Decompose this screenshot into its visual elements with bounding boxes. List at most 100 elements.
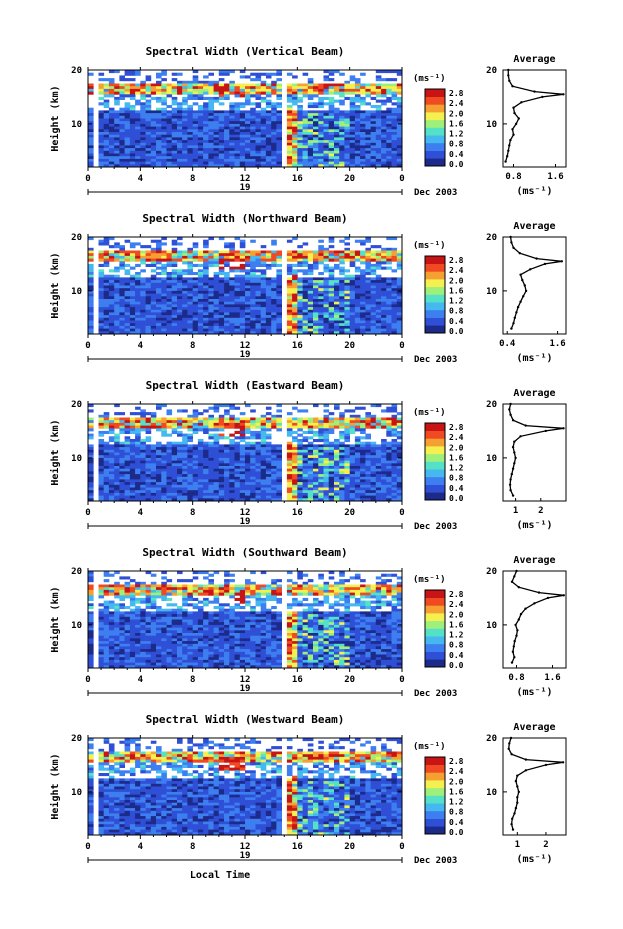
heatmap-cell <box>386 261 392 265</box>
heatmap-cell <box>354 323 361 327</box>
heatmap-cell <box>166 296 173 300</box>
heatmap-cell <box>229 317 235 321</box>
heatmap-cell <box>328 129 335 133</box>
heatmap-cell <box>360 269 366 273</box>
heatmap-cell <box>156 444 162 448</box>
heatmap-cell <box>265 148 272 152</box>
heatmap-cell <box>140 156 146 160</box>
heatmap-cell <box>224 126 230 130</box>
heatmap-cell <box>197 121 204 125</box>
heatmap-cell <box>245 288 251 292</box>
heatmap-cell <box>239 75 246 79</box>
heatmap-cell <box>166 250 173 254</box>
heatmap-cell <box>239 266 246 270</box>
heatmap-cell <box>182 118 188 122</box>
heatmap-cell <box>271 86 277 90</box>
heatmap-cell <box>302 420 309 424</box>
heatmap-cell <box>108 158 115 162</box>
heatmap-cell <box>375 317 382 321</box>
heatmap-cell <box>349 258 356 262</box>
heatmap-cell <box>234 102 241 106</box>
heatmap-cell <box>370 96 377 100</box>
heatmap-cell <box>307 460 314 464</box>
heatmap-cell <box>187 164 193 168</box>
heatmap-cell <box>114 118 120 122</box>
heatmap-cell <box>192 137 199 141</box>
heatmap-cell <box>307 299 314 303</box>
heatmap-cell <box>276 285 282 289</box>
heatmap-cell <box>156 266 162 270</box>
heatmap-cell <box>166 253 173 257</box>
heatmap-cell <box>171 253 178 257</box>
heatmap-cell <box>349 142 356 146</box>
heatmap-cell <box>88 164 94 168</box>
heatmap-cell <box>103 148 110 152</box>
heatmap-cell <box>307 449 314 453</box>
heatmap-cell <box>187 255 193 259</box>
heatmap-cell <box>197 463 204 467</box>
heatmap-cell <box>334 110 340 114</box>
heatmap-cell <box>334 323 340 327</box>
heatmap-cell <box>203 457 209 461</box>
heatmap-cell <box>292 301 298 305</box>
heatmap-cell <box>391 153 398 157</box>
heatmap-cell <box>108 134 115 138</box>
heatmap-cell <box>365 164 371 168</box>
heatmap-cell <box>218 158 225 162</box>
heatmap-cell <box>140 444 146 448</box>
heatmap-cell <box>245 312 251 316</box>
heatmap-cell <box>323 156 330 160</box>
heatmap-cell <box>192 142 199 146</box>
heatmap-cell <box>271 118 277 122</box>
heatmap-cell <box>375 123 382 127</box>
heatmap-cell <box>103 441 110 445</box>
heatmap-cell <box>323 113 330 117</box>
heatmap-cell <box>135 441 141 445</box>
heatmap-cell <box>145 468 152 472</box>
heatmap-cell <box>156 487 162 491</box>
heatmap-cell <box>370 277 377 281</box>
heatmap-cell <box>203 107 209 111</box>
heatmap-cell <box>208 153 214 157</box>
heatmap-cell <box>318 255 324 259</box>
heatmap-cell <box>339 158 345 162</box>
heatmap-cell <box>255 263 262 267</box>
heatmap-cell <box>239 492 246 496</box>
heatmap-cell <box>286 495 293 499</box>
heatmap-cell <box>334 148 340 152</box>
heatmap-cell <box>271 123 277 127</box>
heatmap-cell <box>182 482 188 486</box>
heatmap-cell <box>302 449 309 453</box>
heatmap-cell <box>156 261 162 265</box>
heatmap-cell <box>292 121 298 125</box>
heatmap-cell <box>197 492 204 496</box>
heatmap-cell <box>375 99 382 103</box>
heatmap-cell <box>135 444 141 448</box>
heatmap-cell <box>103 447 110 451</box>
heatmap-cell <box>140 137 146 141</box>
heatmap-cell <box>297 277 303 281</box>
heatmap-cell <box>129 285 136 289</box>
heatmap-cell <box>119 75 125 79</box>
heatmap-cell <box>349 315 356 319</box>
heatmap-cell <box>213 148 220 152</box>
heatmap-cell <box>375 328 382 332</box>
heatmap-cell <box>302 476 309 480</box>
heatmap-cell <box>103 88 110 92</box>
heatmap-cell <box>349 83 356 87</box>
heatmap-cell <box>150 140 157 144</box>
heatmap-cell <box>119 150 125 154</box>
heatmap-cell <box>396 129 403 133</box>
heatmap-cell <box>119 449 125 453</box>
heatmap-cell <box>114 277 120 281</box>
heatmap-cell <box>218 137 225 141</box>
heatmap-cell <box>323 328 330 332</box>
heatmap-cell <box>98 83 105 87</box>
heatmap-cell <box>119 444 125 448</box>
heatmap-cell <box>140 299 146 303</box>
heatmap-cell <box>98 288 105 292</box>
heatmap-cell <box>323 452 330 456</box>
heatmap-cell <box>229 280 235 284</box>
heatmap-cell <box>145 495 152 499</box>
heatmap-cell <box>386 290 392 294</box>
